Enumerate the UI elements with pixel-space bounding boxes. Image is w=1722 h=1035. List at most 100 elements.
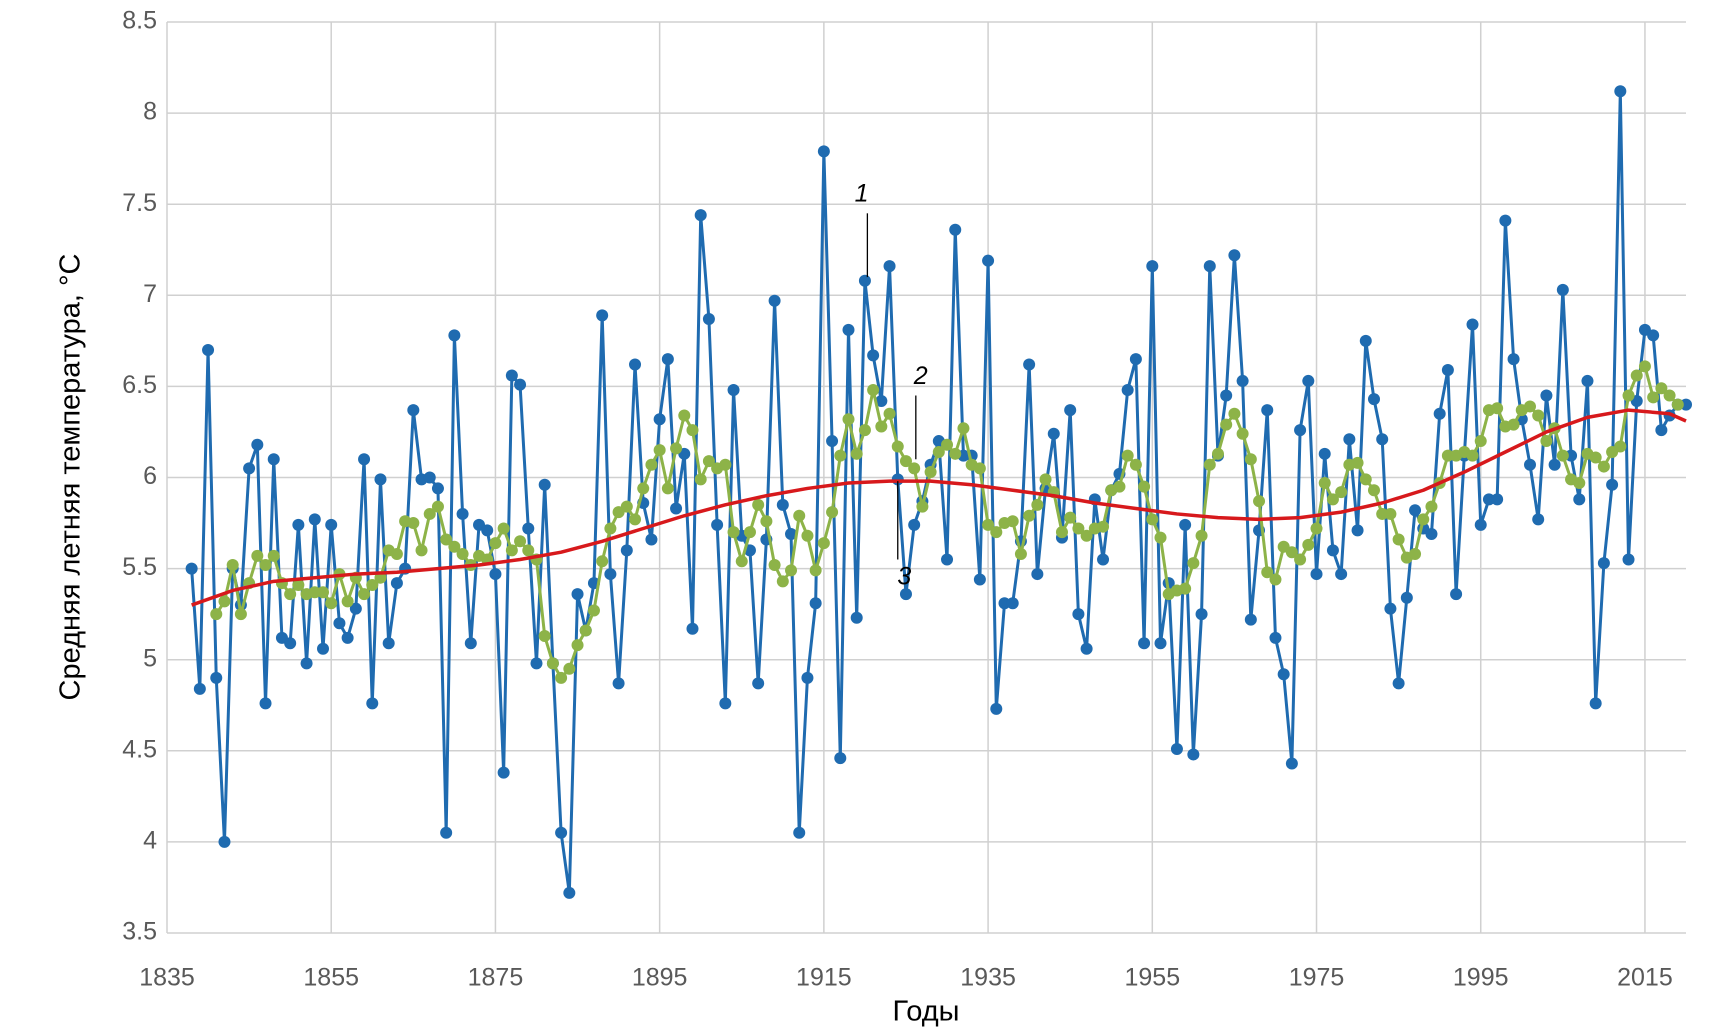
data-point xyxy=(670,442,683,455)
data-point xyxy=(202,343,215,356)
annotation: 1 xyxy=(855,180,869,208)
data-point xyxy=(719,697,732,710)
data-point xyxy=(1195,608,1208,621)
data-point xyxy=(916,500,929,513)
data-point xyxy=(284,588,297,601)
x-tick-label: 1935 xyxy=(960,964,1016,992)
data-point xyxy=(522,522,535,535)
data-point xyxy=(604,522,617,535)
data-point xyxy=(317,642,330,655)
data-point xyxy=(1228,249,1241,262)
data-point xyxy=(1400,591,1413,604)
data-point xyxy=(899,588,912,601)
data-point xyxy=(522,544,535,557)
data-point xyxy=(1556,449,1569,462)
x-tick-label: 1875 xyxy=(468,964,524,992)
data-point xyxy=(1540,389,1553,402)
data-point xyxy=(489,568,502,581)
data-point xyxy=(317,586,330,599)
data-point xyxy=(456,548,469,561)
data-point xyxy=(1597,460,1610,473)
data-point xyxy=(341,631,354,644)
data-point xyxy=(645,458,658,471)
data-point xyxy=(1589,451,1602,464)
data-point xyxy=(1466,449,1479,462)
data-point xyxy=(1343,433,1356,446)
data-point xyxy=(1359,334,1372,347)
data-point xyxy=(694,209,707,222)
data-point xyxy=(284,637,297,650)
data-point xyxy=(571,639,584,652)
data-point xyxy=(1647,391,1660,404)
data-point xyxy=(1507,353,1520,366)
data-point xyxy=(1409,548,1422,561)
data-point xyxy=(226,558,239,571)
data-point xyxy=(1326,544,1339,557)
data-point xyxy=(867,384,880,397)
data-point xyxy=(423,507,436,520)
data-point xyxy=(1006,515,1019,528)
data-point xyxy=(768,294,781,307)
y-tick-label: 3.5 xyxy=(122,918,157,946)
data-point xyxy=(661,482,674,495)
data-point xyxy=(1318,476,1331,489)
data-point xyxy=(702,312,715,325)
data-point xyxy=(1129,458,1142,471)
data-point xyxy=(218,595,231,608)
data-point xyxy=(1261,404,1274,417)
data-point xyxy=(1236,427,1249,440)
data-point xyxy=(1310,522,1323,535)
data-point xyxy=(185,562,198,575)
data-point xyxy=(858,274,871,287)
data-point xyxy=(308,586,321,599)
data-point xyxy=(842,323,855,336)
data-point xyxy=(694,473,707,486)
data-point xyxy=(998,597,1011,610)
data-point xyxy=(1253,495,1266,508)
data-point xyxy=(793,826,806,839)
data-point xyxy=(1031,568,1044,581)
data-point xyxy=(366,578,379,591)
data-point xyxy=(300,657,313,670)
data-point xyxy=(1113,480,1126,493)
data-point xyxy=(530,657,543,670)
data-point xyxy=(546,657,559,670)
data-point xyxy=(735,555,748,568)
data-point xyxy=(292,518,305,531)
data-point xyxy=(596,309,609,322)
data-point xyxy=(431,482,444,495)
data-point xyxy=(875,394,888,407)
data-point xyxy=(1359,473,1372,486)
data-point xyxy=(481,524,494,537)
data-point xyxy=(653,413,666,426)
y-tick-label: 6.5 xyxy=(122,371,157,399)
data-point xyxy=(308,513,321,526)
data-point xyxy=(604,568,617,581)
data-point xyxy=(932,445,945,458)
data-point xyxy=(867,349,880,362)
y-tick-label: 6 xyxy=(143,462,157,490)
data-point xyxy=(259,697,272,710)
data-point xyxy=(1220,418,1233,431)
data-point xyxy=(267,453,280,466)
data-point xyxy=(1269,573,1282,586)
data-point xyxy=(407,517,420,530)
data-point xyxy=(1589,697,1602,710)
data-point xyxy=(1392,677,1405,690)
data-point xyxy=(390,548,403,561)
data-point xyxy=(1441,364,1454,377)
data-point xyxy=(1614,85,1627,98)
data-point xyxy=(587,604,600,617)
data-point xyxy=(440,826,453,839)
data-point xyxy=(1220,389,1233,402)
data-point xyxy=(1261,566,1274,579)
data-point xyxy=(1474,518,1487,531)
x-tick-label: 1955 xyxy=(1124,964,1180,992)
data-point xyxy=(1367,484,1380,497)
data-point xyxy=(1351,524,1364,537)
data-point xyxy=(850,447,863,460)
data-point xyxy=(891,440,904,453)
y-tick-label: 7.5 xyxy=(122,189,157,217)
data-point xyxy=(727,384,740,397)
data-point xyxy=(1318,447,1331,460)
